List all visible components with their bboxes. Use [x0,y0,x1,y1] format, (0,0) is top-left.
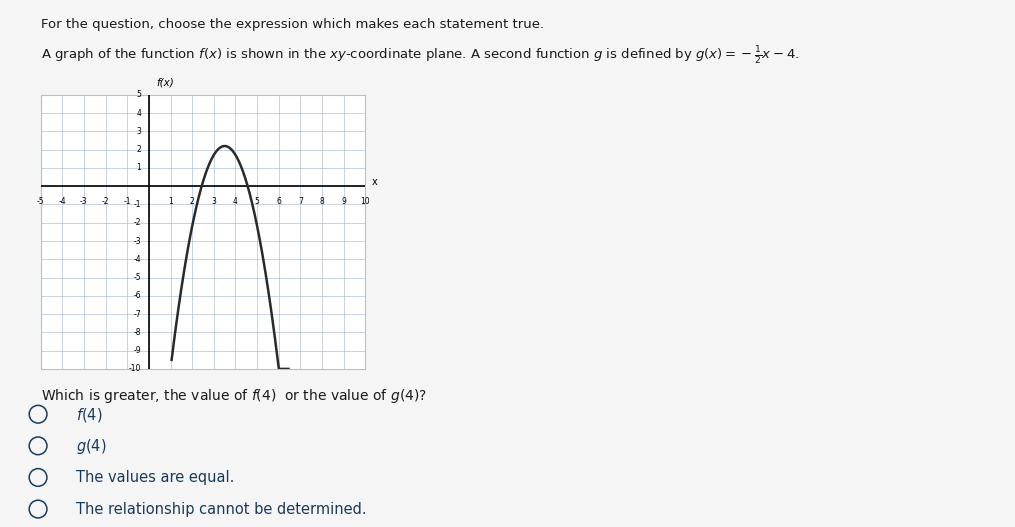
Text: $g(4)$: $g(4)$ [76,437,107,456]
Text: Which is greater, the value of $f(4)$  or the value of $g(4)$?: Which is greater, the value of $f(4)$ or… [41,387,426,405]
Text: The values are equal.: The values are equal. [76,471,234,485]
Text: 9: 9 [341,197,346,206]
Text: 5: 5 [136,90,141,100]
Text: -10: -10 [129,364,141,374]
Text: -4: -4 [59,197,66,206]
Text: -5: -5 [134,273,141,282]
Text: 5: 5 [255,197,260,206]
Text: 1: 1 [168,197,173,206]
Text: -9: -9 [134,346,141,355]
Text: -2: -2 [102,197,110,206]
Text: 6: 6 [276,197,281,206]
Text: x: x [371,177,378,187]
Text: -1: -1 [124,197,131,206]
Text: -2: -2 [134,218,141,227]
Text: -3: -3 [80,197,87,206]
Text: 3: 3 [136,127,141,136]
Text: -5: -5 [37,197,45,206]
Text: -7: -7 [134,309,141,319]
Text: -3: -3 [134,237,141,246]
Text: f(x): f(x) [156,77,175,87]
Text: 1: 1 [137,163,141,172]
Text: 4: 4 [233,197,238,206]
Text: 10: 10 [360,197,370,206]
Text: 2: 2 [190,197,195,206]
Text: -8: -8 [134,328,141,337]
Text: The relationship cannot be determined.: The relationship cannot be determined. [76,502,366,517]
Text: -6: -6 [134,291,141,300]
Text: -4: -4 [134,255,141,264]
Text: 8: 8 [320,197,325,206]
Text: -1: -1 [134,200,141,209]
Text: $f(4)$: $f(4)$ [76,406,103,424]
Text: 3: 3 [211,197,216,206]
Text: 7: 7 [298,197,302,206]
Text: 4: 4 [136,109,141,118]
Text: For the question, choose the expression which makes each statement true.: For the question, choose the expression … [41,18,544,32]
Text: 2: 2 [137,145,141,154]
Text: A graph of the function $f(x)$ is shown in the $xy$-coordinate plane. A second f: A graph of the function $f(x)$ is shown … [41,45,799,67]
